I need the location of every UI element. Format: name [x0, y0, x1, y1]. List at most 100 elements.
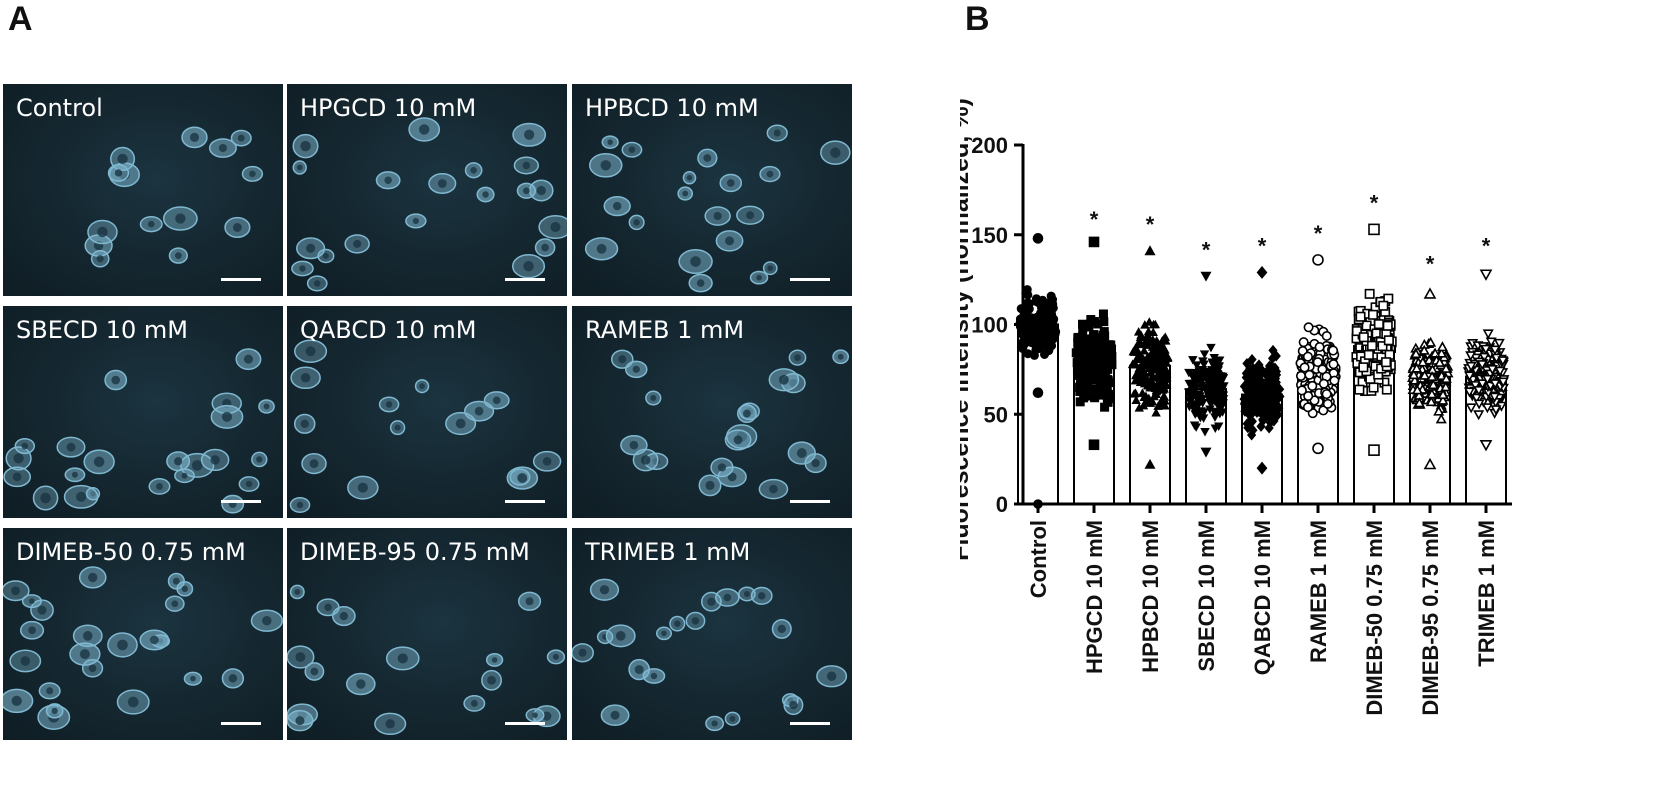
micrograph-label: QABCD 10 mM — [300, 316, 477, 344]
data-point — [1259, 400, 1269, 412]
data-point — [1203, 377, 1213, 386]
data-point — [1482, 329, 1494, 340]
data-point — [1382, 320, 1393, 331]
cell-nucleus — [746, 211, 755, 220]
data-point — [1440, 362, 1452, 373]
cell-nucleus — [690, 256, 701, 267]
data-point — [1149, 391, 1159, 401]
data-point — [1411, 362, 1423, 373]
cell-nucleus — [492, 396, 501, 405]
micrograph-trimeb: TRIMEB 1 mM — [572, 528, 852, 740]
data-point — [1436, 341, 1448, 352]
data-point — [1240, 404, 1250, 416]
data-point — [1486, 364, 1498, 375]
cell-nucleus — [632, 365, 640, 373]
data-point — [1295, 370, 1306, 381]
cell-nucleus — [46, 687, 54, 695]
data-point — [1321, 331, 1332, 342]
x-tick-label: DIMEB-95 0.75 mM — [1418, 520, 1443, 716]
data-point — [1098, 309, 1108, 319]
data-point — [1268, 368, 1278, 380]
cell-nucleus — [191, 460, 203, 471]
data-point — [1479, 439, 1493, 452]
data-point — [1256, 420, 1266, 432]
cell-nucleus — [769, 484, 778, 494]
x-tick-label: Control — [1026, 520, 1051, 598]
data-point — [1251, 401, 1262, 413]
data-point — [1192, 361, 1202, 370]
data-point — [1048, 299, 1058, 309]
data-point — [1208, 360, 1218, 370]
cell-nucleus — [628, 146, 636, 153]
cell-nucleus — [523, 187, 530, 195]
data-point — [1298, 337, 1309, 348]
data-point — [1147, 396, 1158, 406]
scale-bar — [505, 722, 545, 725]
cell-nucleus — [794, 354, 801, 361]
data-point — [1156, 347, 1166, 357]
data-point — [1193, 408, 1204, 418]
cell-nucleus — [474, 406, 484, 416]
data-point — [1489, 379, 1501, 390]
data-point — [1047, 341, 1057, 351]
data-point — [1137, 353, 1147, 362]
data-point — [1139, 346, 1149, 355]
cell-nucleus — [522, 161, 531, 170]
cell-nucleus — [11, 695, 22, 707]
data-point — [1138, 373, 1148, 382]
data-point — [1081, 334, 1091, 344]
cell-nucleus — [82, 631, 93, 641]
cell-nucleus — [357, 482, 368, 493]
micrograph-label: SBECD 10 mM — [16, 316, 188, 344]
data-point — [1088, 439, 1100, 451]
data-point — [1216, 391, 1226, 400]
cell-nucleus — [729, 715, 736, 722]
cell-nucleus — [713, 211, 722, 221]
data-point — [1425, 336, 1437, 347]
data-point — [1160, 396, 1170, 405]
data-point — [1408, 369, 1420, 380]
cell-nucleus — [175, 213, 186, 224]
cell-nucleus — [296, 164, 303, 171]
data-point — [1099, 317, 1109, 327]
cell-nucleus — [455, 418, 466, 429]
micrograph-control: Control — [3, 84, 283, 296]
data-point — [1030, 334, 1040, 344]
cell-nucleus — [826, 671, 837, 681]
cell-nucleus — [171, 600, 179, 608]
data-point — [1473, 410, 1485, 421]
cell-nucleus — [339, 611, 349, 621]
cell-nucleus — [97, 226, 108, 238]
data-point — [1247, 353, 1257, 365]
data-point — [1184, 368, 1194, 378]
x-tick-label: RAMEB 1 mM — [1306, 520, 1331, 663]
cell-nucleus — [596, 243, 607, 254]
scale-bar — [505, 278, 545, 281]
data-point — [1433, 405, 1445, 416]
data-point — [1207, 397, 1218, 407]
data-point — [1242, 418, 1252, 430]
micrograph-label: HPBCD 10 mM — [585, 94, 759, 122]
data-point — [1186, 400, 1197, 409]
data-point — [1354, 384, 1365, 395]
cell-nucleus — [610, 710, 620, 720]
data-point — [1089, 331, 1099, 341]
micrograph-dimeb-95: DIMEB-95 0.75 mM — [287, 528, 567, 740]
cell-nucleus — [313, 280, 321, 287]
cell-nucleus — [661, 630, 667, 637]
data-point — [1497, 356, 1509, 367]
cell-nucleus — [237, 134, 245, 142]
cell-nucleus — [789, 700, 798, 710]
data-point — [1470, 393, 1483, 404]
data-point — [1032, 387, 1044, 399]
data-point — [1417, 356, 1429, 367]
panel-a-letter: A — [8, 0, 33, 38]
cell-nucleus — [306, 243, 316, 253]
cell-nucleus — [181, 472, 188, 479]
data-point — [1256, 461, 1268, 475]
cell-nucleus — [703, 154, 712, 162]
data-point — [1088, 236, 1100, 248]
cell-nucleus — [470, 166, 477, 174]
data-point — [1476, 379, 1488, 390]
data-point — [1465, 361, 1477, 372]
